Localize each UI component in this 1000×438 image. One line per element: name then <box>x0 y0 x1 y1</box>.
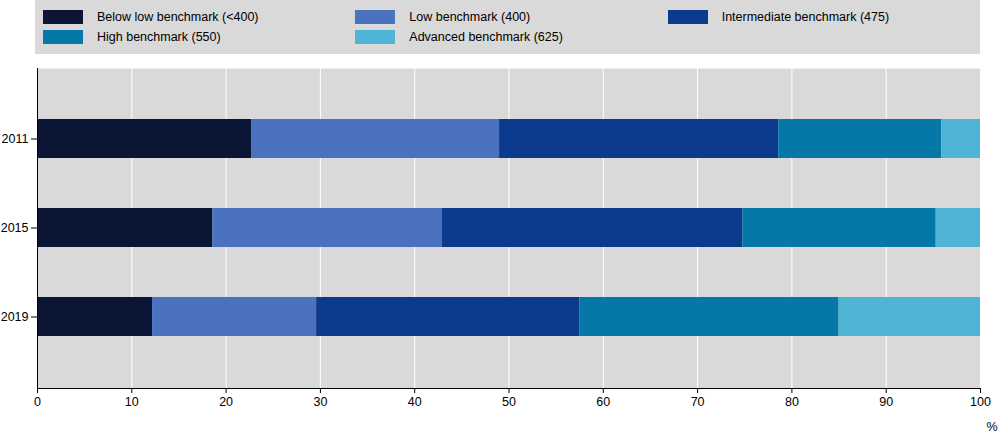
svg-text:2015: 2015 <box>1 221 29 235</box>
svg-text:70: 70 <box>691 395 705 409</box>
html-text:High benchmark (550): High benchmark (550) <box>97 30 221 44</box>
svg-text:2019: 2019 <box>1 310 29 324</box>
svg-text:100: 100 <box>970 395 991 409</box>
svg-text:60: 60 <box>596 395 610 409</box>
svg-text:2011: 2011 <box>2 132 29 146</box>
html-text:Below low benchmark (<400): Below low benchmark (<400) <box>97 10 259 24</box>
svg-text:0: 0 <box>34 395 41 409</box>
svg-text:40: 40 <box>408 395 422 409</box>
svg-text:90: 90 <box>879 395 893 409</box>
html-text:Advanced benchmark (625): Advanced benchmark (625) <box>409 30 563 44</box>
svg-text:%: % <box>986 420 997 434</box>
svg-text:20: 20 <box>219 395 233 409</box>
html-text:Low benchmark (400): Low benchmark (400) <box>409 10 531 24</box>
svg-text:10: 10 <box>125 395 139 409</box>
svg-text:80: 80 <box>785 395 799 409</box>
html-text:Intermediate benchmark (475): Intermediate benchmark (475) <box>721 10 890 24</box>
svg-text:30: 30 <box>313 395 327 409</box>
svg-text:50: 50 <box>502 395 516 409</box>
